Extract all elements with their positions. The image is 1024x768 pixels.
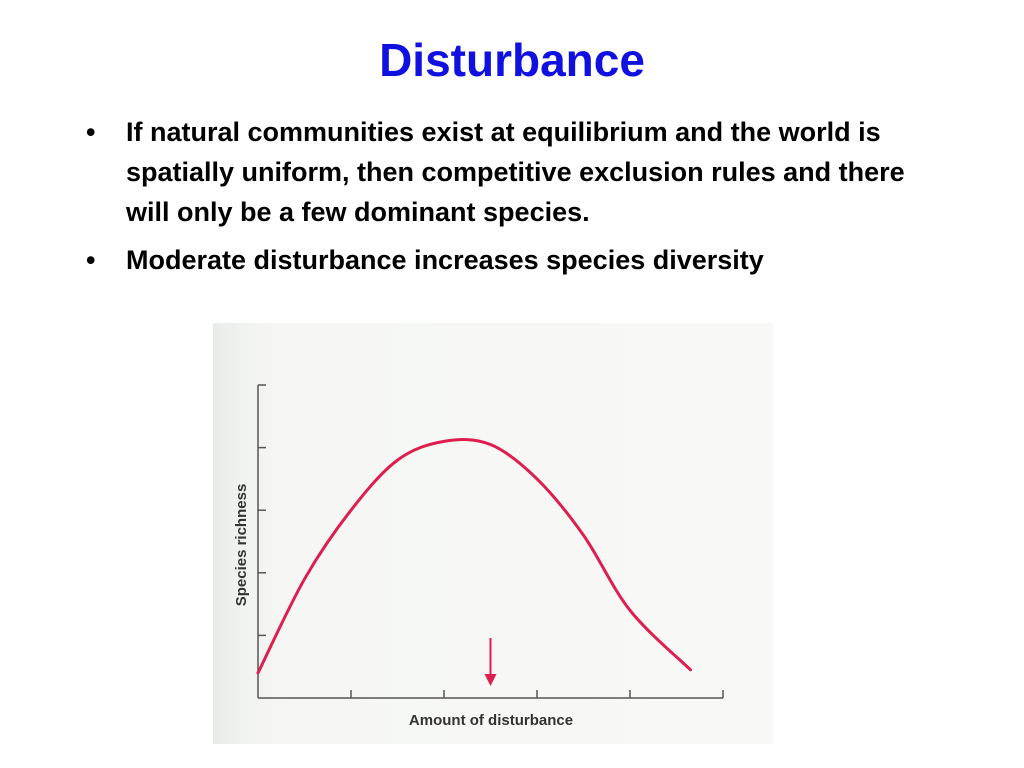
y-axis-label: Species richness — [233, 484, 250, 607]
chart-figure: Species richness Amount of disturbance — [213, 323, 773, 744]
bullet-list: • If natural communities exist at equili… — [86, 112, 946, 288]
bullet-icon: • — [86, 117, 96, 147]
arrow-head — [484, 674, 497, 686]
data-curve — [256, 438, 692, 675]
x-axis-label: Amount of disturbance — [409, 712, 573, 729]
bullet-icon: • — [86, 245, 96, 275]
bullet-text: If natural communities exist at equilibr… — [126, 117, 905, 227]
bullet-item: • Moderate disturbance increases species… — [86, 240, 946, 280]
bullet-item: • If natural communities exist at equili… — [86, 112, 946, 232]
disturbance-chart: Species richness Amount of disturbance — [233, 384, 724, 729]
bullet-text: Moderate disturbance increases species d… — [126, 245, 764, 275]
slide-title: Disturbance — [379, 34, 645, 86]
